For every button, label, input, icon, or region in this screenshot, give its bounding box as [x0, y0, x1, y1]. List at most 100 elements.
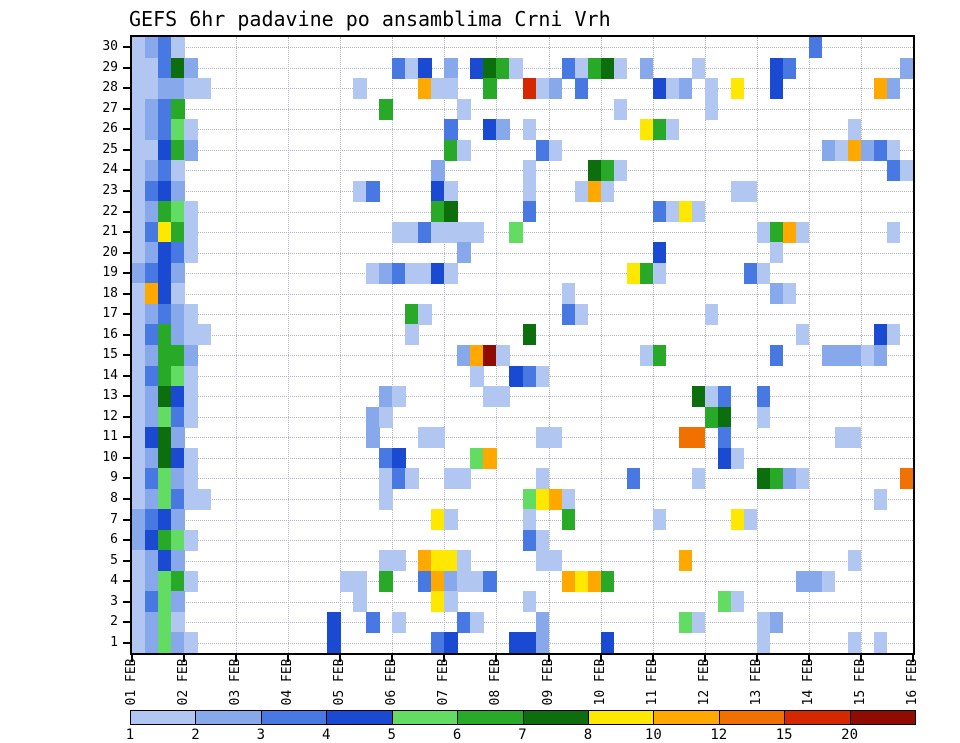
heatmap-cell: [535, 488, 550, 510]
heatmap-cell: [899, 57, 913, 79]
heatmap-cell: [132, 57, 146, 79]
heatmap-cell: [405, 57, 419, 79]
colorbar-segment: [588, 711, 655, 724]
heatmap-cell: [392, 221, 406, 243]
heatmap-cell: [756, 468, 771, 490]
heatmap-cell: [652, 509, 667, 531]
y-axis-tick-label: 25: [102, 141, 118, 157]
y-axis-tick-label: 19: [102, 265, 118, 281]
heatmap-cell: [431, 160, 445, 182]
y-axis-tick: [123, 231, 130, 234]
heatmap-cell: [418, 570, 432, 592]
heatmap-cell: [860, 139, 875, 161]
heatmap-cell: [444, 632, 458, 653]
x-axis-tick-label: 10 FEB: [592, 658, 608, 706]
heatmap-cell: [795, 221, 810, 243]
heatmap-cell: [145, 550, 159, 572]
x-axis-tick: [235, 655, 238, 662]
heatmap-cell: [132, 119, 146, 141]
heatmap-cell: [522, 160, 537, 182]
heatmap-cell: [158, 57, 172, 79]
heatmap-cell: [366, 611, 380, 633]
grid-line-vertical: [808, 37, 810, 653]
heatmap-cell: [158, 345, 172, 367]
heatmap-cell: [184, 386, 198, 408]
heatmap-cell: [145, 324, 159, 346]
y-axis-tick: [123, 169, 130, 172]
heatmap-cell: [626, 262, 641, 284]
heatmap-cell: [327, 632, 341, 653]
y-axis-tick: [123, 190, 130, 192]
heatmap-cell: [392, 262, 406, 284]
heatmap-cell: [184, 345, 198, 367]
heatmap-cell: [184, 303, 198, 325]
heatmap-cell: [145, 201, 159, 223]
heatmap-cell: [444, 550, 458, 572]
heatmap-cell: [171, 386, 185, 408]
heatmap-cell: [470, 447, 484, 469]
heatmap-cell: [522, 201, 537, 223]
heatmap-cell: [769, 57, 784, 79]
heatmap-cell: [548, 488, 563, 510]
heatmap-cell: [444, 570, 458, 592]
y-axis-tick-label: 18: [102, 285, 118, 301]
grid-line-horizontal: [132, 314, 913, 316]
colorbar-segment: [458, 711, 524, 724]
heatmap-cell: [379, 447, 393, 469]
heatmap-cell: [171, 468, 185, 490]
heatmap-cell: [483, 119, 497, 141]
heatmap-cell: [522, 78, 537, 100]
heatmap-cell: [704, 386, 719, 408]
y-axis-tick-label: 27: [102, 100, 118, 116]
x-axis-tick-label: 09 FEB: [540, 658, 556, 706]
heatmap-cell: [145, 509, 159, 531]
heatmap-cell: [886, 324, 901, 346]
grid-line-vertical: [392, 37, 394, 653]
heatmap-cell: [379, 570, 393, 592]
heatmap-cell: [561, 283, 576, 305]
x-axis-tick: [495, 655, 498, 662]
heatmap-cell: [418, 550, 432, 572]
grid-line-horizontal: [132, 478, 913, 480]
heatmap-cell: [652, 345, 667, 367]
heatmap-cell: [483, 345, 497, 367]
heatmap-cell: [639, 262, 654, 284]
x-axis-tick: [287, 655, 290, 662]
heatmap-cell: [158, 509, 172, 531]
heatmap-cell: [171, 119, 185, 141]
grid-line-horizontal: [132, 437, 913, 439]
y-axis-tick: [123, 580, 130, 583]
heatmap-cell: [158, 427, 172, 449]
colorbar-tick-label: 7: [518, 727, 527, 743]
heatmap-cell: [873, 139, 888, 161]
heatmap-cell: [431, 78, 445, 100]
heatmap-cell: [431, 221, 445, 243]
heatmap-cell: [171, 406, 185, 428]
x-axis-tick-label: 02 FEB: [176, 658, 192, 706]
colorbar-segment: [719, 711, 786, 724]
heatmap-cell: [171, 98, 185, 120]
heatmap-cell: [457, 139, 471, 161]
grid-line-horizontal: [132, 252, 913, 254]
grid-line-horizontal: [132, 581, 913, 583]
y-axis-tick-label: 17: [102, 306, 118, 322]
x-axis-tick-label: 08 FEB: [488, 658, 504, 706]
heatmap-cell: [561, 303, 576, 325]
y-axis-tick: [123, 148, 130, 151]
heatmap-cell: [782, 283, 797, 305]
heatmap-cell: [509, 632, 523, 653]
heatmap-cell: [184, 488, 198, 510]
heatmap-cell: [691, 201, 706, 223]
heatmap-cell: [184, 468, 198, 490]
plot-area: [132, 37, 913, 653]
heatmap-cell: [691, 611, 706, 633]
y-axis-tick: [123, 272, 130, 275]
heatmap-cell: [145, 406, 159, 428]
heatmap-cell: [171, 324, 185, 346]
heatmap-cell: [561, 488, 576, 510]
heatmap-cell: [171, 365, 185, 387]
heatmap-cell: [379, 262, 393, 284]
heatmap-cell: [886, 160, 901, 182]
heatmap-cell: [795, 570, 810, 592]
heatmap-cell: [366, 262, 380, 284]
